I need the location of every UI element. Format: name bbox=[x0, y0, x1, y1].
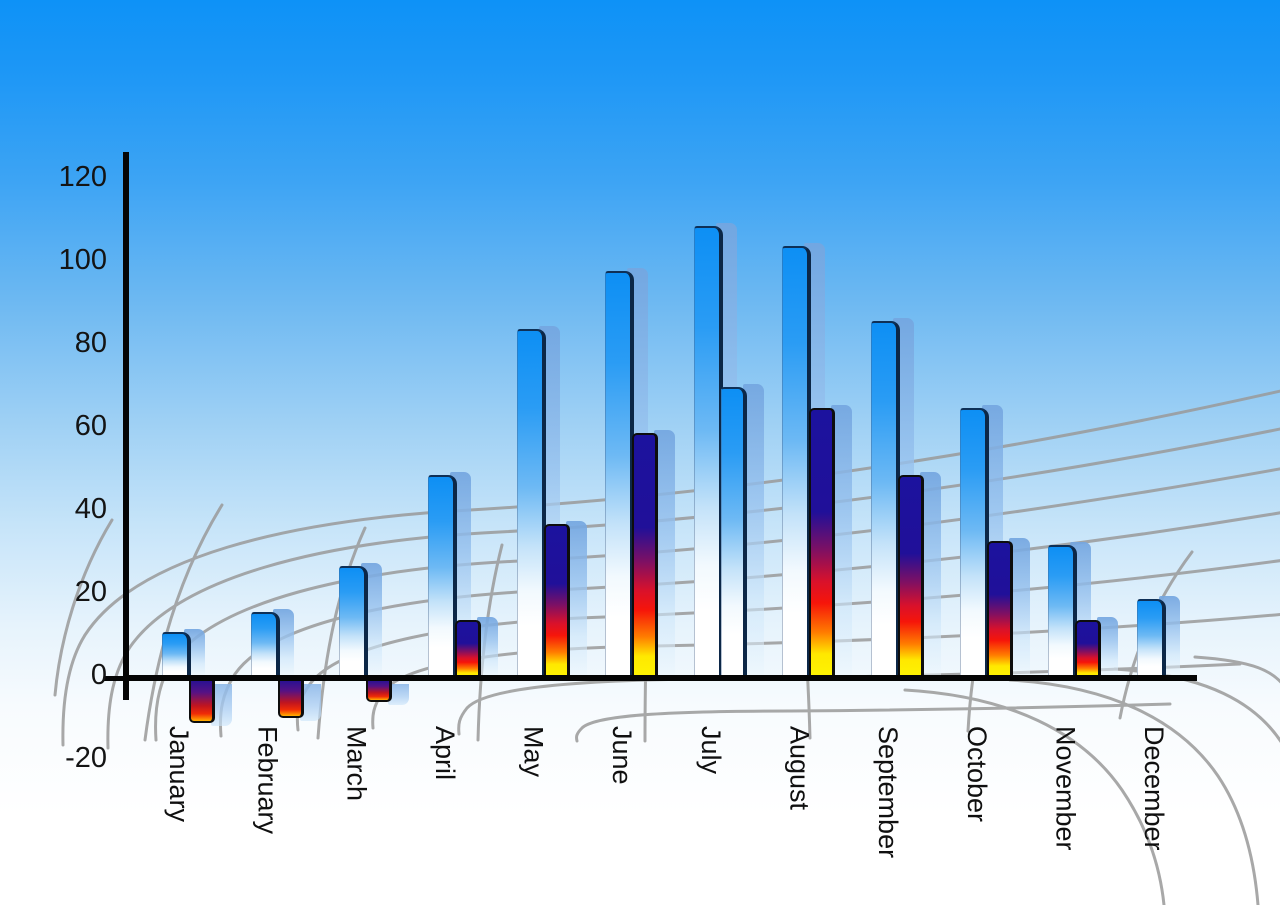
ytick-label-0: 0 bbox=[90, 659, 107, 691]
bar-july-secondary bbox=[720, 387, 747, 678]
bar-december-primary bbox=[1137, 599, 1167, 678]
bar-april-primary bbox=[427, 475, 457, 678]
month-label-september: September bbox=[873, 726, 904, 859]
month-label-november: November bbox=[1050, 726, 1081, 851]
bar-september-secondary-shadow bbox=[920, 472, 942, 675]
bar-january-secondary bbox=[189, 681, 215, 723]
ytick-label-120: 120 bbox=[58, 161, 107, 193]
bar-may-secondary-shadow bbox=[565, 521, 587, 675]
month-label-december: December bbox=[1139, 726, 1170, 851]
bar-september-primary bbox=[871, 321, 901, 678]
x-axis-line bbox=[123, 675, 1197, 681]
bar-august-secondary bbox=[809, 408, 836, 678]
bar-may-secondary bbox=[543, 524, 570, 678]
bar-june-primary bbox=[605, 271, 635, 678]
month-label-august: August bbox=[784, 726, 815, 811]
grid-line bbox=[903, 688, 1166, 905]
bar-september-secondary bbox=[898, 475, 925, 678]
bar-june-secondary bbox=[632, 433, 659, 678]
bar-november-secondary bbox=[1075, 620, 1102, 678]
month-label-october: October bbox=[961, 726, 992, 823]
bar-february-primary bbox=[250, 612, 280, 678]
zero-tick bbox=[104, 676, 126, 681]
month-label-june: June bbox=[607, 726, 638, 785]
month-label-january: January bbox=[164, 726, 194, 823]
bar-march-primary bbox=[339, 566, 369, 678]
bar-april-secondary-shadow bbox=[476, 617, 498, 675]
ytick-label-60: 60 bbox=[74, 410, 107, 442]
month-label-july: July bbox=[695, 726, 726, 775]
grid-line bbox=[1193, 655, 1280, 684]
bar-july-primary bbox=[693, 226, 723, 678]
ytick-label-20: 20 bbox=[74, 576, 107, 608]
bar-january-secondary-shadow bbox=[211, 684, 232, 726]
grid-line bbox=[1008, 678, 1260, 905]
bar-november-secondary-shadow bbox=[1097, 617, 1119, 675]
bar-march-secondary bbox=[366, 681, 393, 702]
ytick-label--20: -20 bbox=[65, 742, 107, 774]
bar-april-secondary bbox=[454, 620, 481, 678]
ytick-label-80: 80 bbox=[74, 327, 107, 359]
y-axis-line bbox=[123, 152, 129, 700]
month-label-april: April bbox=[429, 726, 460, 781]
grid-line bbox=[575, 702, 1172, 743]
bar-august-primary bbox=[782, 246, 812, 678]
bar-january-primary bbox=[162, 632, 191, 678]
bar-july-secondary-shadow bbox=[742, 384, 764, 675]
bar-october-primary bbox=[959, 408, 989, 678]
bar-february-secondary bbox=[277, 681, 304, 718]
bar-october-secondary-shadow bbox=[1008, 538, 1030, 675]
bar-august-secondary-shadow bbox=[831, 405, 853, 675]
bar-november-primary bbox=[1048, 545, 1078, 678]
month-label-february: February bbox=[252, 726, 283, 835]
ytick-label-100: 100 bbox=[58, 244, 107, 276]
grid-line bbox=[143, 503, 224, 742]
grid-line bbox=[53, 518, 114, 697]
month-label-may: May bbox=[518, 726, 549, 778]
bar-march-secondary-shadow bbox=[388, 684, 410, 705]
bar-june-secondary-shadow bbox=[654, 430, 676, 675]
bar-may-primary bbox=[516, 329, 546, 678]
bar-october-secondary bbox=[986, 541, 1013, 678]
month-label-march: March bbox=[341, 726, 372, 802]
bar-february-secondary-shadow bbox=[299, 684, 321, 721]
ytick-label-40: 40 bbox=[74, 493, 107, 525]
